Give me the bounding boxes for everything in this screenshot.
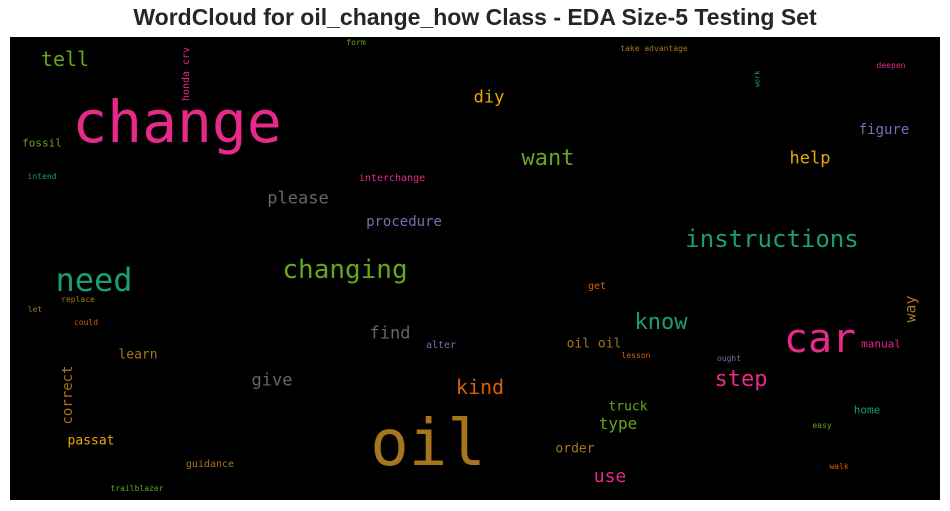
word-oil-oil: oil oil [567, 338, 622, 351]
word-change: change [72, 93, 282, 151]
word-guidance: guidance [186, 460, 234, 470]
word-let: let [28, 306, 42, 314]
word-tell: tell [41, 49, 89, 69]
word-learn: learn [118, 349, 157, 362]
word-type: type [599, 416, 638, 432]
word-oil: oil [370, 412, 486, 476]
word-car: car [784, 319, 856, 359]
word-want: want [522, 148, 575, 170]
chart-title: WordCloud for oil_change_how Class - EDA… [0, 4, 950, 31]
word-kind: kind [456, 377, 504, 397]
word-home: home [854, 405, 881, 416]
word-trailblazer: trailblazer [111, 485, 164, 493]
word-lesson: lesson [622, 352, 651, 360]
word-correct: correct [61, 365, 75, 424]
word-truck: truck [608, 401, 647, 414]
word-work: work [755, 71, 762, 88]
word-could: could [74, 319, 98, 327]
word-ought: ought [717, 355, 741, 363]
word-intend: intend [28, 173, 57, 181]
word-use: use [594, 468, 627, 486]
word-give: give [252, 373, 293, 390]
word-manual: manual [861, 339, 901, 350]
word-alter: alter [426, 341, 456, 351]
word-form: form [346, 39, 365, 47]
word-changing: changing [282, 257, 407, 283]
word-fossil: fossil [22, 138, 62, 149]
word-instructions: instructions [685, 227, 858, 251]
word-way: way [904, 295, 919, 322]
word-diy: diy [474, 90, 505, 107]
word-easy: easy [812, 422, 831, 430]
word-need: need [55, 264, 132, 296]
word-passat: passat [68, 435, 115, 448]
word-get: get [588, 282, 606, 292]
word-interchange: interchange [359, 174, 425, 184]
word-please: please [267, 191, 328, 208]
word-figure: figure [859, 123, 910, 137]
wordcloud-canvas: change oil car need changing instructions want… [10, 37, 940, 500]
word-deepen: deepen [877, 62, 906, 70]
word-help: help [790, 151, 831, 168]
word-replace: replace [61, 296, 95, 304]
word-honda-crv: honda crv [182, 47, 192, 101]
word-step: step [715, 369, 768, 391]
word-know: know [635, 312, 688, 334]
word-order: order [555, 443, 594, 456]
word-walk: walk [829, 463, 848, 471]
word-take-advantage: take advantage [620, 45, 687, 53]
word-find: find [370, 326, 411, 343]
word-procedure: procedure [366, 215, 442, 229]
